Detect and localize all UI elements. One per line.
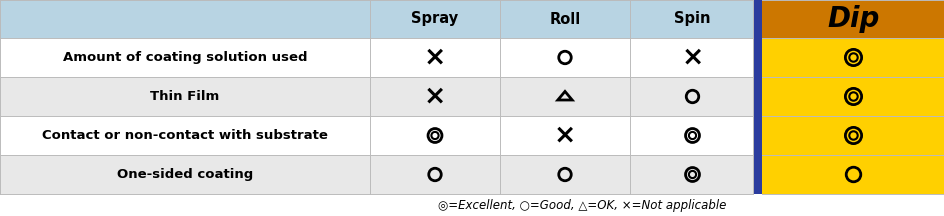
Text: Thin Film: Thin Film [150,90,219,103]
Text: ◎=Excellent, ○=Good, △=OK, ×=Not applicable: ◎=Excellent, ○=Good, △=OK, ×=Not applica… [438,199,726,211]
Bar [761,77,944,116]
Text: ×: × [424,44,446,70]
Bar [0,0,752,38]
Text: Contact or non-contact with substrate: Contact or non-contact with substrate [42,129,328,142]
Bar [761,0,944,38]
Text: One-sided coating: One-sided coating [117,168,253,181]
Bar [0,77,752,116]
Text: Amount of coating solution used: Amount of coating solution used [62,51,307,64]
Bar [761,38,944,77]
Text: Spray: Spray [411,11,458,27]
Text: Roll: Roll [548,11,580,27]
Bar [761,155,944,194]
Text: ×: × [681,44,703,70]
Bar [0,155,752,194]
Text: Spin: Spin [673,11,710,27]
Bar [0,38,752,77]
Text: Dip: Dip [826,5,879,33]
Text: ×: × [553,122,576,149]
Text: ×: × [424,84,446,110]
Bar [761,116,944,155]
Bar [0,116,752,155]
Bar [752,0,761,194]
